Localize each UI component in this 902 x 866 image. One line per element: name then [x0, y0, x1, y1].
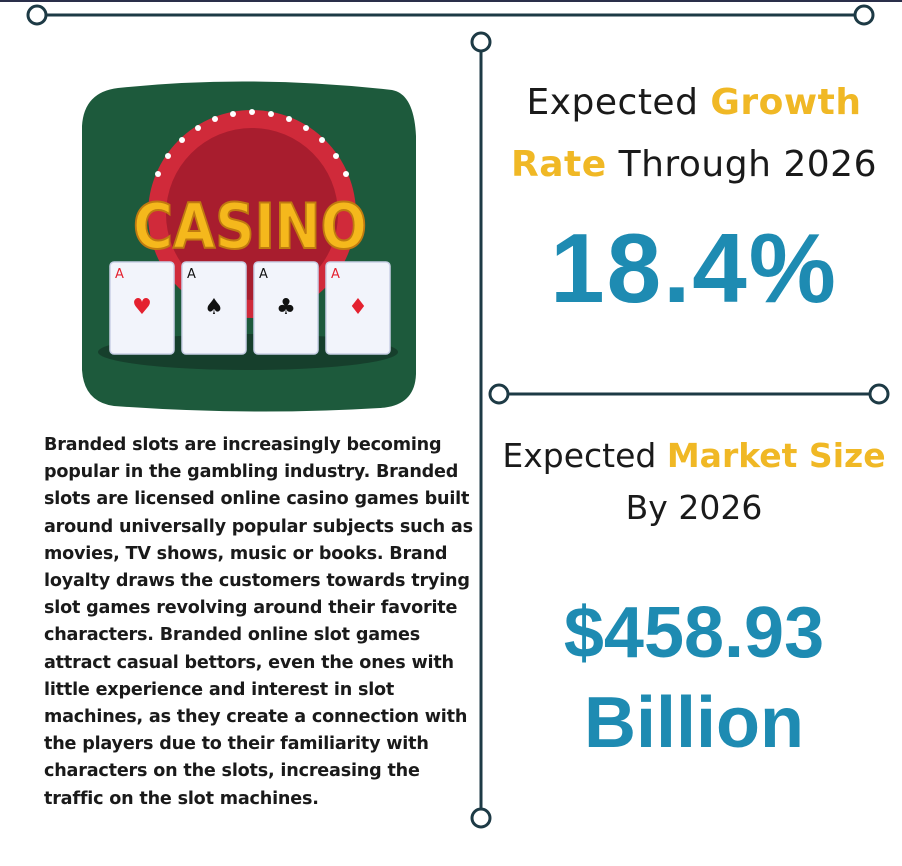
market-size-value: $458.93 Billion [490, 588, 898, 768]
svg-text:♣: ♣ [276, 295, 296, 320]
node-top-right [853, 4, 875, 26]
node-vertical-bottom [470, 807, 492, 829]
card-2: A ♠ [181, 261, 247, 355]
node-top-left [26, 4, 48, 26]
heart-icon: ♥ [132, 295, 152, 320]
top-edge-line [0, 0, 902, 2]
sign-inner-disc [166, 128, 338, 300]
card-3-rank: A [259, 267, 268, 282]
spade-icon: ♠ [204, 295, 224, 320]
market-size-unit: Billion [584, 683, 804, 763]
svg-text:♥: ♥ [132, 295, 152, 320]
club-icon: ♣ [276, 295, 296, 320]
growth-heading-accent: Growth [710, 82, 862, 123]
growth-rate-value: 18.4% [550, 213, 838, 323]
market-size-amount: $458.93 [563, 593, 825, 673]
svg-text:♠: ♠ [204, 295, 224, 320]
diamond-icon: ♦ [348, 295, 368, 320]
svg-text:♦: ♦ [348, 295, 368, 320]
card-3: A ♣ [253, 261, 319, 355]
growth-heading-accent-2: Rate [511, 144, 607, 185]
market-heading: Expected Market Size By 2026 [490, 430, 898, 534]
card-1: A ♥ [109, 261, 175, 355]
card-4: A ♦ [325, 261, 391, 355]
growth-heading-pre: Expected [526, 82, 711, 123]
description-paragraph: Branded slots are increasingly becoming … [44, 435, 473, 809]
card-1-rank: A [115, 267, 124, 282]
casino-sign-text: CASINO [133, 190, 367, 263]
growth-heading-post: Through 2026 [606, 144, 877, 185]
card-4-rank: A [331, 267, 340, 282]
market-heading-accent: Market Size [666, 436, 886, 475]
sign-light-dots [155, 109, 349, 177]
market-heading-pre: Expected [502, 436, 667, 475]
node-middle-left [488, 383, 510, 405]
market-heading-post: By 2026 [625, 488, 763, 527]
casino-logo: CASINO A ♥ A ♠ A ♣ A ♦ [82, 81, 416, 412]
node-vertical-top [470, 31, 492, 53]
card-2-rank: A [187, 267, 196, 282]
node-middle-right [868, 383, 890, 405]
growth-heading: Expected Growth Rate Through 2026 [490, 72, 898, 196]
